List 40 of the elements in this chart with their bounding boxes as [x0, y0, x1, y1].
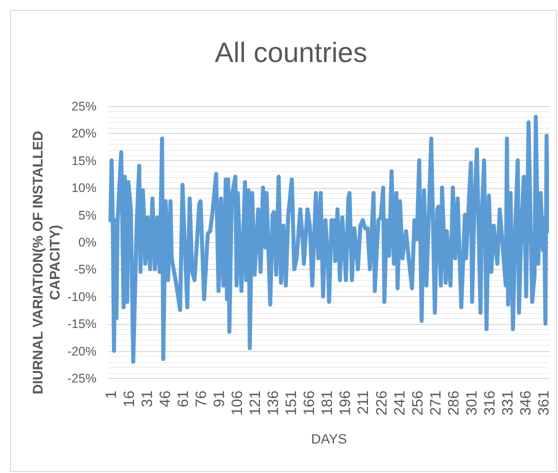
x-axis-title: DAYS — [311, 432, 347, 447]
x-tick-label: 46 — [156, 390, 174, 408]
x-tick-label: 181 — [319, 390, 336, 416]
x-tick-label: 151 — [283, 390, 300, 416]
x-tick-label: 1 — [102, 390, 120, 399]
x-tick-label: 16 — [120, 390, 138, 408]
x-tick-label: 226 — [373, 390, 390, 416]
y-tick-label: -5% — [74, 262, 96, 277]
y-tick-label: 25% — [71, 100, 96, 114]
x-tick-label: 361 — [535, 390, 552, 416]
x-tick-label: 136 — [265, 390, 282, 416]
x-tick-label: 346 — [517, 390, 534, 416]
y-axis-title: DIURNAL VARIATION(% OF INSTALLED CAPACITY) — [30, 130, 62, 394]
x-tick-label: 91 — [211, 390, 228, 408]
x-tick-label: 106 — [229, 390, 246, 416]
y-tick-label: -20% — [67, 344, 96, 358]
y-tick-label: -25% — [67, 372, 96, 386]
x-tick-label: 271 — [427, 390, 444, 416]
x-tick-label: 211 — [355, 390, 372, 414]
x-tick-label: 121 — [247, 390, 264, 416]
x-tick-label: 76 — [193, 390, 210, 408]
y-tick-label: -15% — [67, 317, 96, 332]
x-tick-label: 61 — [175, 390, 192, 408]
x-tick-label: 331 — [499, 390, 516, 416]
chart-title: All countries — [214, 37, 368, 68]
x-tick-label: 286 — [445, 390, 462, 416]
x-tick-label: 301 — [463, 390, 480, 416]
x-tick-label: 241 — [391, 390, 408, 416]
y-tick-label: 20% — [71, 126, 96, 141]
x-tick-label: 196 — [337, 390, 354, 416]
y-tick-label: 0% — [78, 236, 96, 250]
line-series — [108, 114, 549, 364]
y-tick-label: 10% — [71, 181, 96, 196]
y-tick-label: 5% — [78, 208, 96, 222]
x-tick-label: 316 — [481, 390, 498, 416]
x-tick-label: 256 — [409, 390, 426, 416]
y-tick-label: -10% — [67, 290, 96, 304]
y-tick-label: 15% — [71, 154, 96, 168]
x-tick-label: 31 — [138, 390, 156, 408]
x-tick-label: 166 — [301, 390, 318, 416]
